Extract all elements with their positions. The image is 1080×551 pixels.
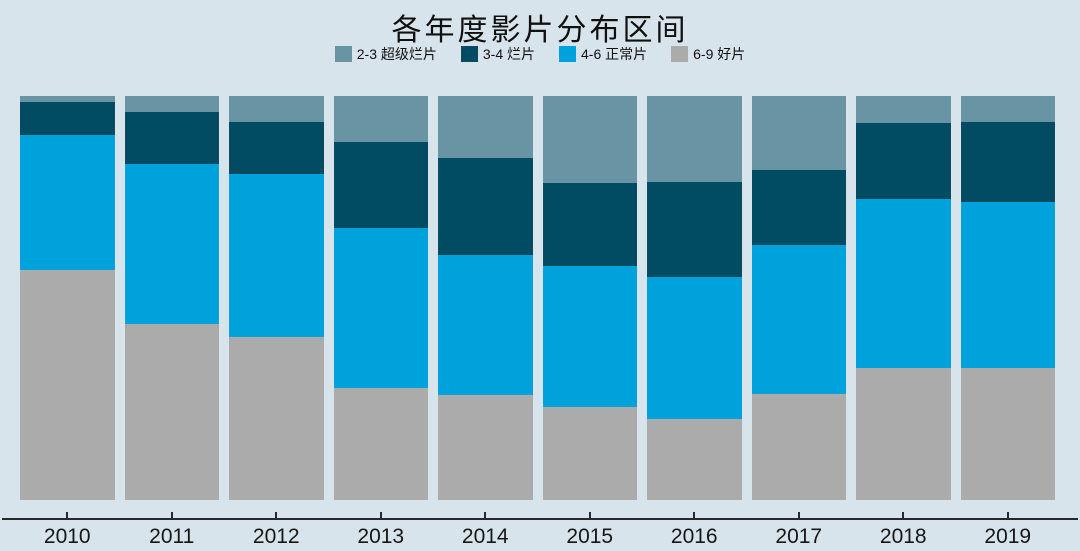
bar-2010-segment-1 [20,102,115,136]
bar-2015-segment-0 [542,96,637,184]
x-axis-label-2011: 2011 [149,525,195,548]
bar-2018 [856,96,951,500]
bar-2019-segment-2 [960,202,1055,369]
x-axis-label-2014: 2014 [461,525,509,548]
x-axis-tick [275,512,278,519]
x-axis-label-2015: 2015 [566,525,614,548]
x-axis-label-2016: 2016 [670,525,718,548]
bar-2018-segment-0 [856,96,951,124]
bar-2013-segment-0 [333,96,428,143]
bar-2010 [20,96,115,500]
x-axis-label-2010: 2010 [43,525,91,548]
x-axis-cell-2010: 2010 [20,512,115,549]
bar-2018-segment-3 [856,368,951,500]
bar-2015-segment-2 [542,266,637,408]
legend-item-1: 3-4 烂片 [460,44,535,64]
x-axis-tick [66,512,69,519]
x-axis-label-2018: 2018 [879,525,927,548]
bar-2012-segment-0 [229,96,324,122]
bar-2013-segment-1 [333,142,428,228]
legend-swatch-icon [559,46,576,62]
bar-2012-segment-2 [229,174,324,337]
bar-2016-segment-3 [647,419,742,500]
bar-2015-segment-3 [542,407,637,500]
x-axis-tick [484,512,487,519]
legend-item-3: 6-9 好片 [671,44,745,64]
legend: 2-3 超级烂片 3-4 烂片 4-6 正常片 6-9 好片 [0,44,1080,64]
legend-label: 6-9 好片 [693,46,746,62]
x-axis-tick [797,512,800,519]
x-axis-cell-2017: 2017 [752,512,847,549]
x-axis-cell-2011: 2011 [125,512,220,549]
x-axis-tick [1006,512,1009,519]
x-axis-label-2012: 2012 [252,525,300,548]
bar-2017-segment-0 [751,96,846,170]
x-axis-cell-2013: 2013 [334,512,429,549]
x-axis-label-2017: 2017 [775,525,823,548]
x-axis-line [2,518,1078,520]
x-axis-cell-2012: 2012 [229,512,324,549]
x-axis-cell-2019: 2019 [961,512,1056,549]
x-axis: 2010 2011 2012 2013 2014 2015 2016 2017 2018 2019 [20,512,1056,549]
x-axis-cell-2018: 2018 [856,512,951,549]
x-axis-tick [588,512,591,519]
legend-swatch-icon [671,46,689,62]
x-axis-tick [902,512,905,519]
bar-2017-segment-2 [751,245,846,395]
bar-2017-segment-1 [751,169,846,246]
bar-2019 [960,96,1055,500]
bar-2011-segment-2 [124,163,219,324]
x-axis-label-2013: 2013 [357,525,405,548]
bar-2015-segment-1 [542,183,637,267]
bar-2019-segment-1 [960,122,1055,203]
plot-area [20,96,1055,500]
bar-2015 [542,96,637,500]
legend-swatch-icon [334,46,352,62]
bar-2011-segment-0 [124,96,219,112]
bar-2014-segment-3 [438,394,533,500]
bar-2011 [124,96,219,500]
bar-2012 [229,96,324,500]
x-axis-cell-2015: 2015 [543,512,638,549]
bar-2019-segment-0 [960,96,1055,123]
bar-2017 [751,96,846,500]
bar-2012-segment-3 [229,336,324,500]
legend-label: 4-6 正常片 [581,46,648,62]
bar-2016-segment-2 [647,277,742,420]
bar-2018-segment-2 [856,199,951,369]
bar-2016 [647,96,742,500]
bar-2019-segment-3 [960,368,1055,500]
chart-title: 各年度影片分布区间 [391,13,689,48]
bar-2014-segment-2 [438,255,533,395]
legend-label: 2-3 超级烂片 [356,46,437,62]
bar-2014-segment-0 [438,96,533,158]
x-axis-cell-2014: 2014 [438,512,533,549]
bar-2010-segment-2 [20,135,115,271]
bar-2014 [438,96,533,500]
bar-2016-segment-0 [647,96,742,182]
bar-2013-segment-3 [333,387,428,500]
x-axis-label-2019: 2019 [984,525,1032,548]
x-axis-tick [379,512,382,519]
bar-2010-segment-0 [20,96,115,103]
legend-label: 3-4 烂片 [482,46,535,62]
bar-2017-segment-3 [751,394,846,500]
bar-2010-segment-3 [20,270,115,500]
bar-2011-segment-3 [124,323,219,500]
legend-item-0: 2-3 超级烂片 [334,44,437,64]
x-axis-tick [693,512,696,519]
bar-2016-segment-1 [647,181,742,278]
legend-swatch-icon [460,46,478,62]
x-axis-tick [170,512,173,519]
bar-2012-segment-1 [229,121,324,175]
bar-2011-segment-1 [124,111,219,164]
bar-2018-segment-1 [856,123,951,200]
legend-item-2: 4-6 正常片 [559,44,647,64]
bar-2013 [333,96,428,500]
x-axis-cell-2016: 2016 [647,512,742,549]
bar-2014-segment-1 [438,157,533,256]
bar-2013-segment-2 [333,227,428,388]
